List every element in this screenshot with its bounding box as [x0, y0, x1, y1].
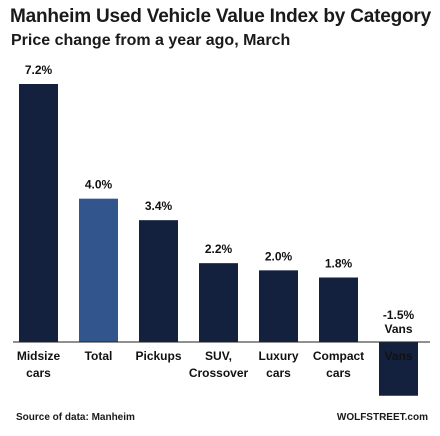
bar-total: [79, 198, 118, 342]
chart-subtitle: Price change from a year ago, March: [11, 32, 291, 49]
bar-luxury-cars: [259, 270, 298, 342]
bar-suv-crossover: [199, 263, 238, 342]
value-label-suv-crossover: 2.2%: [205, 242, 233, 256]
category-label-compact-cars-2: cars: [326, 366, 351, 380]
category-label-compact-cars-1: Compact: [313, 349, 364, 363]
category-label-luxury-cars-2: cars: [266, 366, 291, 380]
value-label-pickups: 3.4%: [145, 199, 173, 213]
brand-mark: WOLFSTREET.com: [336, 412, 428, 423]
value-label-luxury-cars: 2.0%: [265, 249, 293, 263]
value-label-vans: -1.5%: [383, 308, 415, 322]
category-label-midsize-cars-1: Midsize: [17, 349, 61, 363]
value-label-midsize-cars: 7.2%: [25, 63, 53, 77]
value-label-compact-cars: 1.8%: [325, 257, 353, 271]
category-label-suv-crossover-2: Crossover: [189, 366, 249, 380]
bar-midsize-cars: [19, 84, 58, 342]
category-label-vans: Vans: [384, 349, 412, 363]
category-label-midsize-cars-2: cars: [26, 366, 51, 380]
bar-compact-cars: [319, 277, 358, 342]
category-label-pickups: Pickups: [135, 349, 181, 363]
category-label-suv-crossover-1: SUV,: [205, 349, 232, 363]
category-label-total: Total: [85, 349, 113, 363]
category-label-luxury-cars-1: Luxury: [258, 349, 298, 363]
labels-layer: 7.2% Midsize cars 4.0% Total 3.4% Pickups 2.2% S…: [17, 63, 415, 380]
annotation-vans: Vans: [384, 322, 412, 336]
chart-title: Manheim Used Vehicle Value Index by Cate…: [10, 6, 431, 27]
source-note: Source of data: Manheim: [16, 412, 135, 423]
bar-pickups: [139, 220, 178, 342]
bar-vans: [379, 342, 418, 396]
bars-layer: [19, 84, 418, 396]
value-label-total: 4.0%: [85, 178, 113, 192]
